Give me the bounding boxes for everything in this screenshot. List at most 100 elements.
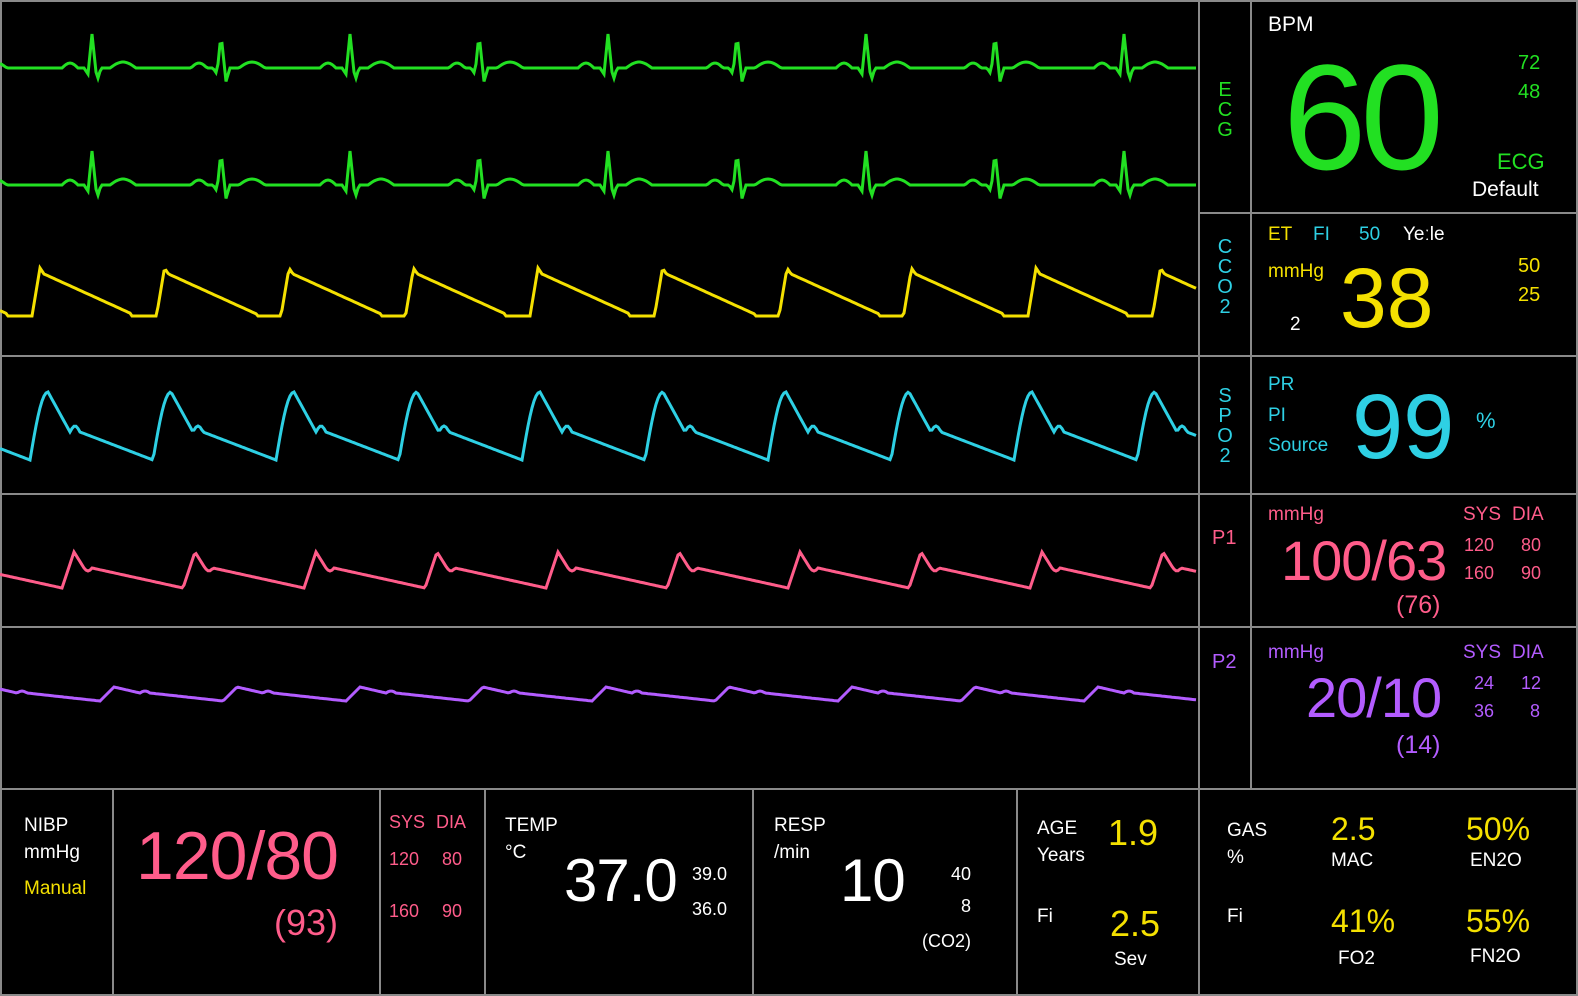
co2-et-label: ET — [1268, 224, 1293, 245]
p2-sys-high: 36 — [1474, 701, 1495, 721]
spo2-channel-label[interactable]: S P O 2 — [1200, 386, 1250, 466]
ecg-waveform-2 — [0, 150, 1196, 201]
spo2-waveform — [0, 390, 1197, 463]
divider — [1198, 790, 1200, 996]
mac-label: MAC — [1331, 850, 1374, 871]
p2-waveform — [0, 685, 1197, 703]
nibp-mode: Manual — [24, 878, 87, 899]
divider — [1016, 790, 1018, 996]
p1-waveform — [0, 548, 1197, 590]
divider — [1250, 0, 1252, 790]
co2-value: 38 — [1340, 251, 1434, 345]
temp-value: 37.0 — [564, 847, 678, 914]
age-unit: Years — [1037, 845, 1085, 866]
p2-dia-high: 8 — [1530, 701, 1541, 721]
divider — [1198, 0, 1200, 790]
ecg-label-char: E — [1218, 79, 1232, 101]
age-fi-label: Fi — [1037, 906, 1053, 927]
resp-source: (CO2) — [922, 931, 971, 951]
ecg-trace-1 — [0, 33, 1196, 84]
spo2-label-char: 2 — [1219, 445, 1231, 467]
ecg-trace-2 — [0, 150, 1196, 201]
divider — [0, 355, 1578, 357]
spo2-pi-label: PI — [1268, 405, 1286, 426]
p2-value: 20/10 — [1306, 666, 1442, 729]
co2-channel-label[interactable]: C C O 2 — [1200, 237, 1250, 317]
en2o-value: 50% — [1466, 811, 1531, 847]
co2-label-char: O — [1217, 276, 1233, 298]
resp-alarm-high: 40 — [951, 864, 972, 884]
gas-unit: % — [1227, 847, 1244, 868]
co2-alarm-high: 50 — [1518, 255, 1541, 277]
nibp-mean: (93) — [274, 902, 339, 943]
spo2-value: 99 — [1352, 376, 1455, 478]
temp-unit: °C — [505, 842, 527, 863]
p2-sys-low: 24 — [1474, 673, 1495, 693]
ecg-mode-label: Default — [1472, 178, 1539, 201]
nibp-sys-high: 160 — [389, 901, 420, 921]
p1-sys-high: 160 — [1464, 563, 1495, 583]
p1-sys-label: SYS — [1463, 504, 1502, 525]
ecg-label-char: G — [1217, 119, 1233, 141]
p1-dia-label: DIA — [1512, 504, 1544, 525]
nibp-sys-low: 120 — [389, 849, 420, 869]
divider — [0, 493, 1578, 495]
p2-mean: (14) — [1396, 731, 1441, 759]
co2-waveform — [0, 264, 1197, 318]
age-agent: Sev — [1114, 949, 1147, 970]
divider — [0, 994, 1578, 996]
divider — [0, 0, 2, 996]
spo2-label-char: O — [1217, 425, 1233, 447]
temp-title: TEMP — [505, 815, 558, 836]
p2-unit: mmHg — [1268, 642, 1324, 663]
resp-unit: /min — [774, 842, 810, 863]
p1-dia-high: 90 — [1521, 563, 1542, 583]
p1-sys-low: 120 — [1464, 535, 1495, 555]
resp-title: RESP — [774, 815, 826, 836]
ecg-label-char: C — [1217, 99, 1233, 121]
co2-label-char: C — [1217, 236, 1233, 258]
p2-dia-label: DIA — [1512, 642, 1544, 663]
co2-unit: mmHg — [1268, 261, 1324, 282]
age-value: 1.9 — [1108, 812, 1159, 853]
co2-label-char: C — [1217, 256, 1233, 278]
co2-extra-label: Yeːle — [1403, 224, 1445, 245]
hr-alarm-low: 48 — [1518, 81, 1541, 103]
age-title: AGE — [1037, 818, 1078, 839]
p2-dia-low: 12 — [1521, 673, 1542, 693]
divider — [112, 790, 114, 996]
hr-source-label: ECG — [1497, 149, 1545, 174]
temp-alarm-low: 36.0 — [692, 899, 728, 919]
p1-unit: mmHg — [1268, 504, 1324, 525]
age-fi-value: 2.5 — [1110, 903, 1161, 944]
ecg-channel-label[interactable]: E C G — [1200, 80, 1250, 140]
p2-channel-label[interactable]: P2 — [1212, 651, 1237, 673]
spo2-label-char: P — [1218, 405, 1232, 427]
nibp-dia-label: DIA — [436, 812, 467, 832]
p1-value: 100/63 — [1281, 529, 1447, 592]
resp-value: 10 — [840, 847, 906, 914]
heart-rate-value: 60 — [1283, 33, 1444, 201]
fn2o-value: 55% — [1466, 903, 1531, 939]
fo2-label: FO2 — [1338, 948, 1375, 969]
spo2-label-char: S — [1218, 385, 1232, 407]
co2-trace — [0, 264, 1197, 318]
fn2o-label: FN2O — [1470, 946, 1521, 967]
gas-fi-label: Fi — [1227, 906, 1243, 927]
hr-alarm-high: 72 — [1518, 52, 1541, 74]
divider — [484, 790, 486, 996]
co2-alarm-low: 25 — [1518, 284, 1541, 306]
bpm-title: BPM — [1268, 13, 1314, 36]
p1-dia-low: 80 — [1521, 535, 1542, 555]
spo2-trace — [0, 390, 1197, 463]
mac-value: 2.5 — [1331, 811, 1376, 847]
co2-small-value: 2 — [1290, 314, 1301, 335]
en2o-label: EN2O — [1470, 850, 1522, 871]
p2-sys-label: SYS — [1463, 642, 1502, 663]
p1-channel-label[interactable]: P1 — [1212, 527, 1237, 549]
gas-title: GAS — [1227, 820, 1268, 841]
divider — [379, 790, 381, 996]
nibp-dia-high: 90 — [442, 901, 463, 921]
divider — [0, 626, 1578, 628]
fo2-value: 41% — [1331, 903, 1396, 939]
